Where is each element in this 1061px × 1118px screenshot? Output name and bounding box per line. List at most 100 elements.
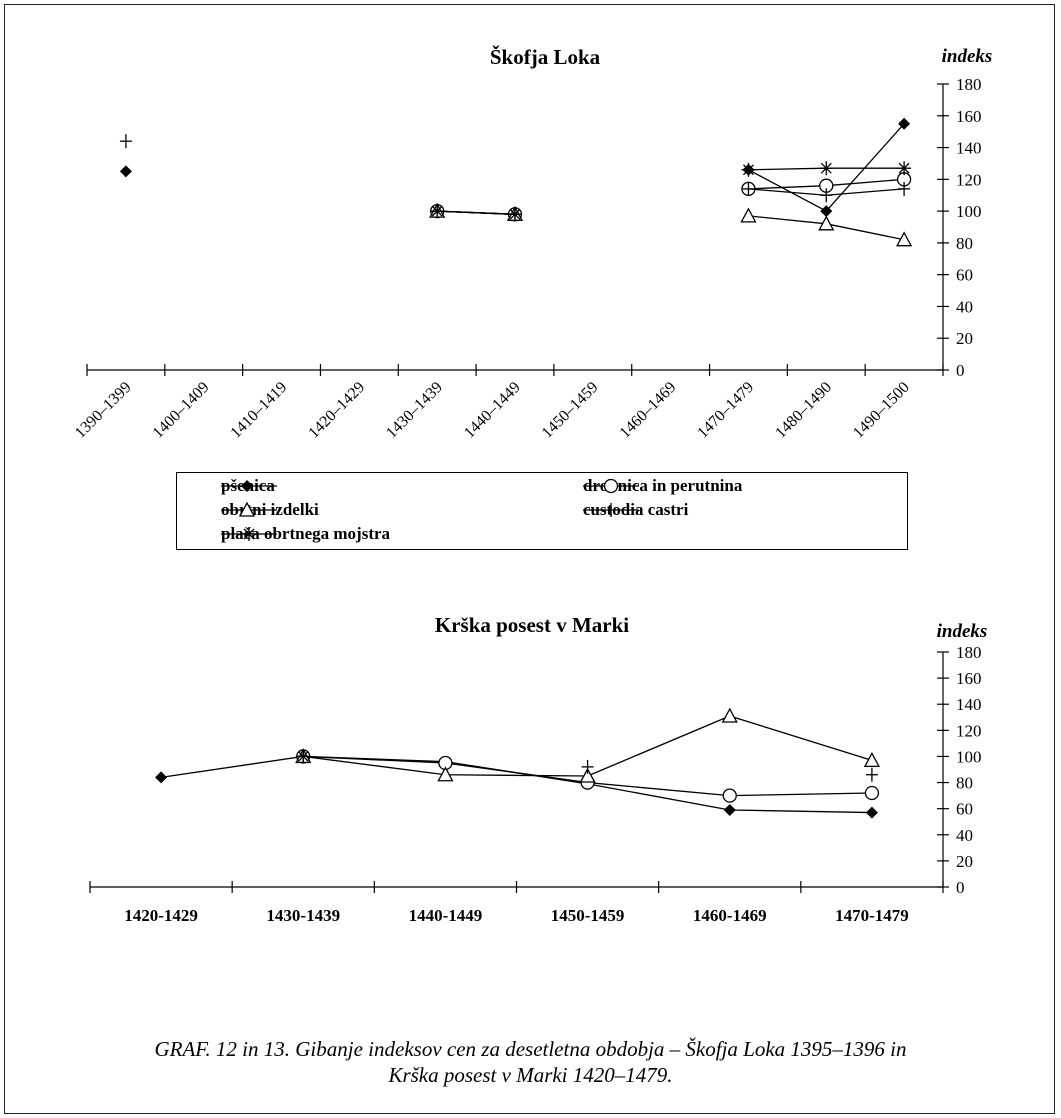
chart-skofja-loka: Škofja Loka indeks 1390–1399 1400–1409 1410–…: [72, 45, 993, 442]
legend-plus-marker: [583, 503, 639, 517]
y-tick-label: 160: [956, 669, 982, 688]
diamond-marker: [119, 165, 132, 178]
legend-item-drobnica: drobnica in perutnina: [583, 475, 742, 497]
triangle-marker: [896, 231, 913, 247]
series-line-segment: [303, 755, 446, 776]
y-tick-label: 80: [956, 774, 973, 793]
y-tick-label: 40: [956, 826, 973, 845]
series-line-segment: [729, 715, 873, 761]
x-tick-label: 1410–1419: [227, 379, 290, 442]
x-tick-label: 1460–1469: [617, 379, 680, 442]
triangle-marker: [740, 207, 757, 223]
y-tick-label: 0: [956, 878, 965, 897]
x-tick-label: 1460-1469: [693, 906, 767, 925]
star-marker: [741, 162, 756, 177]
series-line-segment: [445, 762, 588, 784]
y-tick-label: 100: [956, 202, 982, 221]
series-obrtni-izdelki: [295, 707, 881, 783]
caption-line-2: Krška posest v Marki 1420–1479.: [388, 1063, 673, 1087]
y-tick-label: 60: [956, 266, 973, 285]
caption-line-1: GRAF. 12 in 13. Gibanje indeksov cen za …: [154, 1037, 907, 1061]
legend-diamond-marker: [221, 480, 277, 492]
y-tick-label: 0: [956, 361, 965, 380]
x-tick-label: 1390–1399: [72, 379, 135, 442]
plus-marker: [898, 181, 911, 196]
series-line-segment: [748, 169, 827, 212]
diamond-marker: [820, 205, 833, 218]
y-tick-label: 180: [956, 75, 982, 94]
y-tick-label: 100: [956, 747, 982, 766]
legend-item-custodia-castri: custodia castri: [583, 499, 688, 521]
plus-marker: [820, 188, 833, 203]
figure-caption: GRAF. 12 in 13. Gibanje indeksov cen za …: [20, 1036, 1041, 1088]
y-tick-label: 120: [956, 170, 982, 189]
legend-item-placa-obrtnega-mojstra: plača obrtnega mojstra: [221, 523, 390, 545]
x-tick-label: 1470–1479: [694, 379, 757, 442]
chart-krska-posest: Krška posest v Marki indeks 1420-1429 1430-…: [89, 613, 988, 925]
plus-marker: [742, 181, 755, 196]
series-line-segment: [826, 188, 905, 196]
legend-label: drobnica in perutnina: [583, 476, 743, 495]
x-tick-label: 1420–1429: [305, 379, 368, 442]
chart-legend: pšenica drobnica in perutnina obrtni izd…: [176, 472, 908, 550]
series-psenica: [155, 750, 878, 819]
y-tick-label: 140: [956, 139, 982, 158]
legend-item-obrtni-izdelki: obrtni izdelki: [221, 499, 319, 521]
triangle-marker: [721, 707, 738, 723]
series-line-segment: [748, 188, 827, 196]
circle-marker: [722, 788, 737, 803]
star-marker: [819, 161, 834, 176]
x-tick-label: 1440–1449: [461, 379, 524, 442]
x-tick-label: 1430–1439: [383, 379, 446, 442]
series-line-segment: [729, 809, 872, 814]
diamond-marker: [155, 771, 168, 784]
y-tick-label: 60: [956, 800, 973, 819]
x-tick-label: 1470-1479: [835, 906, 909, 925]
diamond-marker: [865, 806, 878, 819]
diamond-marker: [723, 803, 736, 816]
x-tick-label: 1400–1409: [150, 379, 213, 442]
legend-circle-marker: [583, 478, 639, 494]
star-marker: [430, 204, 445, 219]
y-axis-label: indeks: [937, 621, 988, 642]
legend-triangle-marker: [221, 501, 277, 517]
star-marker: [296, 749, 311, 764]
legend-star-marker: [221, 527, 277, 541]
series-line-segment: [445, 774, 588, 777]
plus-marker: [581, 759, 594, 774]
series-line-segment: [748, 215, 827, 225]
series-line-segment: [729, 792, 872, 797]
triangle-marker: [863, 751, 881, 768]
figure-frame: [4, 4, 1055, 1114]
series-line-segment: [748, 185, 827, 190]
y-tick-label: 160: [956, 107, 982, 126]
series-line-segment: [826, 223, 905, 241]
series-obrtni-izdelki: [429, 202, 913, 247]
y-tick-label: 140: [956, 695, 982, 714]
x-tick-label: 1480–1490: [772, 379, 835, 442]
y-tick-label: 120: [956, 721, 982, 740]
series-line-segment: [437, 210, 516, 215]
legend-label: plača obrtnega mojstra: [221, 524, 391, 543]
plus-marker: [865, 767, 878, 782]
y-tick-label: 20: [956, 329, 973, 348]
legend-item-psenica: pšenica: [221, 475, 277, 497]
plus-marker: [119, 134, 132, 149]
series-placa-obrtnega-mojstra: [430, 161, 912, 222]
series-line-segment: [748, 167, 827, 171]
y-tick-label: 40: [956, 297, 973, 316]
chart-title: Škofja Loka: [490, 45, 601, 69]
x-tick-label: 1450-1459: [551, 906, 625, 925]
x-tick-label: 1430-1439: [266, 906, 340, 925]
star-marker: [897, 161, 912, 176]
y-tick-label: 180: [956, 643, 982, 662]
x-tick-label: 1450–1459: [539, 379, 602, 442]
series-line-segment: [587, 783, 730, 811]
y-axis-label: indeks: [942, 46, 993, 67]
series-line-segment: [587, 715, 731, 777]
series-line-segment: [826, 178, 905, 187]
diamond-marker: [898, 117, 911, 130]
triangle-marker: [437, 766, 454, 782]
series-line-segment: [303, 755, 446, 764]
x-tick-label: 1490–1500: [850, 379, 913, 442]
